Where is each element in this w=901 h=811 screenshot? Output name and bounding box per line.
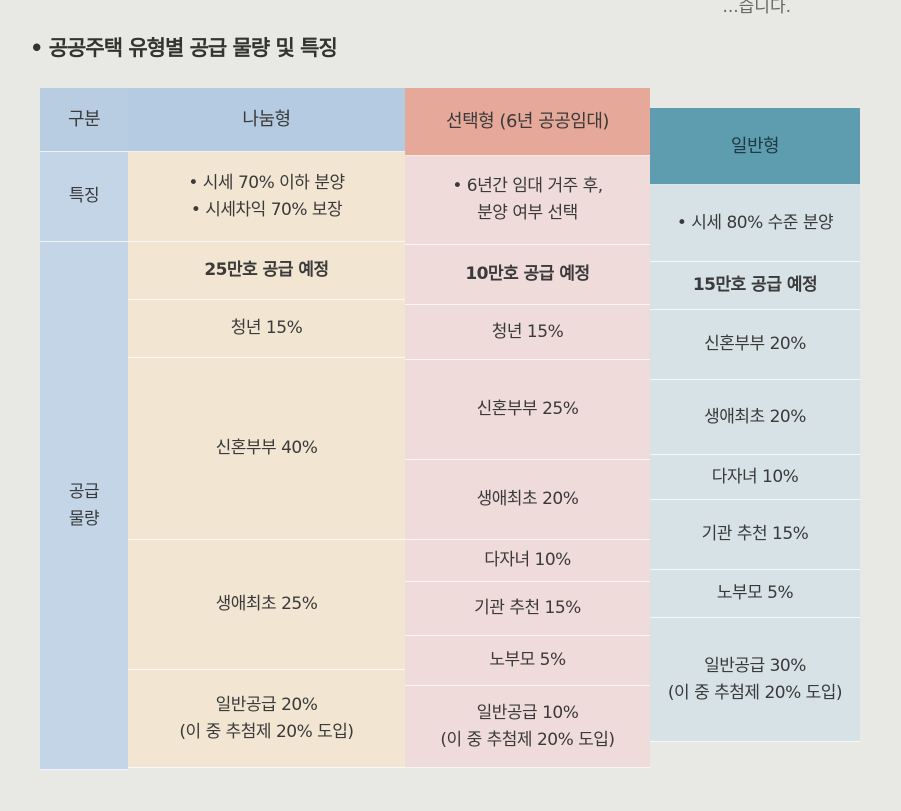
supply-row-text: 일반공급 20% (이 중 추첨제 20% 도입) <box>179 694 354 742</box>
supply-row-text: 노부모 5% <box>489 650 566 670</box>
supply-total: 10만호 공급 예정 <box>405 245 650 305</box>
supply-row: 생애최초 20% <box>405 460 650 540</box>
supply-row-text: 생애최초 20% <box>704 406 806 427</box>
feature-item: • 시세차익 70% 보장 <box>190 199 343 220</box>
supply-row: 노부모 5% <box>405 636 650 686</box>
supply-row-text: 생애최초 25% <box>215 594 318 614</box>
feature-item: • 6년간 임대 거주 후, <box>452 176 603 196</box>
supply-total-text: 15만호 공급 예정 <box>692 275 818 295</box>
column-header-text: 선택형 (6년 공공임대) <box>446 111 609 132</box>
supply-row: 일반공급 10% (이 중 추첨제 20% 도입) <box>405 686 650 768</box>
supply-total: 15만호 공급 예정 <box>650 262 860 310</box>
supply-row: 일반공급 20% (이 중 추첨제 20% 도입) <box>128 670 405 768</box>
supply-row: 청년 15% <box>405 305 650 360</box>
feature-item: • 시세 80% 수준 분양 <box>676 212 834 233</box>
supply-row-text: 다자녀 10% <box>484 550 571 570</box>
supply-row-text: 노부모 5% <box>716 583 794 603</box>
table-title: • 공공주택 유형별 공급 물량 및 특징 <box>30 36 338 60</box>
label-supply-text: 공급 물량 <box>68 481 100 529</box>
column-header-text: 일반형 <box>730 135 780 157</box>
supply-row-text: 신혼부부 20% <box>704 334 806 354</box>
supply-total-text: 25만호 공급 예정 <box>204 260 329 280</box>
supply-row: 청년 15% <box>128 300 405 358</box>
supply-row-text: 기관 추천 15% <box>701 524 809 544</box>
supply-row: 생애최초 20% <box>650 380 860 455</box>
supply-row: 다자녀 10% <box>650 455 860 500</box>
label-header-text: 구분 <box>67 109 101 130</box>
supply-row-text: 기관 추천 15% <box>474 598 581 618</box>
features-cell: • 시세 80% 수준 분양 <box>650 185 860 262</box>
supply-row: 신혼부부 20% <box>650 310 860 380</box>
feature-item: 분양 여부 선택 <box>477 203 578 223</box>
supply-row-text: 일반공급 10% (이 중 추첨제 20% 도입) <box>440 702 615 750</box>
features-cell: • 시세 70% 이하 분양 • 시세차익 70% 보장 <box>128 152 405 242</box>
supply-row: 일반공급 30% (이 중 추첨제 20% 도입) <box>650 618 860 742</box>
label-header: 구분 <box>40 88 128 152</box>
supply-row-text: 일반공급 30% (이 중 추첨제 20% 도입) <box>667 655 843 703</box>
supply-row: 다자녀 10% <box>405 540 650 582</box>
supply-row-text: 신혼부부 25% <box>476 399 579 419</box>
column-header: 일반형 <box>650 108 860 185</box>
features-cell: • 6년간 임대 거주 후, 분양 여부 선택 <box>405 156 650 245</box>
supply-row: 신혼부부 25% <box>405 360 650 460</box>
column-header-text: 나눔형 <box>242 109 291 130</box>
supply-row: 신혼부부 40% <box>128 358 405 540</box>
supply-row-text: 다자녀 10% <box>711 466 799 487</box>
supply-row: 기관 추천 15% <box>405 582 650 636</box>
supply-row-text: 청년 15% <box>491 321 564 342</box>
column-header: 선택형 (6년 공공임대) <box>405 88 650 156</box>
previous-paragraph-text: ...습니다. <box>722 0 791 17</box>
supply-row: 노부모 5% <box>650 570 860 618</box>
label-features-text: 특징 <box>68 186 100 206</box>
supply-row-text: 청년 15% <box>230 318 303 338</box>
supply-total-text: 10만호 공급 예정 <box>465 264 590 284</box>
feature-item: • 시세 70% 이하 분양 <box>188 172 345 193</box>
label-features: 특징 <box>40 152 128 242</box>
supply-row-text: 신혼부부 40% <box>215 438 318 458</box>
supply-row: 생애최초 25% <box>128 540 405 670</box>
supply-row-text: 생애최초 20% <box>476 489 579 509</box>
column-header: 나눔형 <box>128 88 405 152</box>
supply-total: 25만호 공급 예정 <box>128 242 405 300</box>
label-supply: 공급 물량 <box>40 242 128 770</box>
supply-row: 기관 추천 15% <box>650 500 860 570</box>
